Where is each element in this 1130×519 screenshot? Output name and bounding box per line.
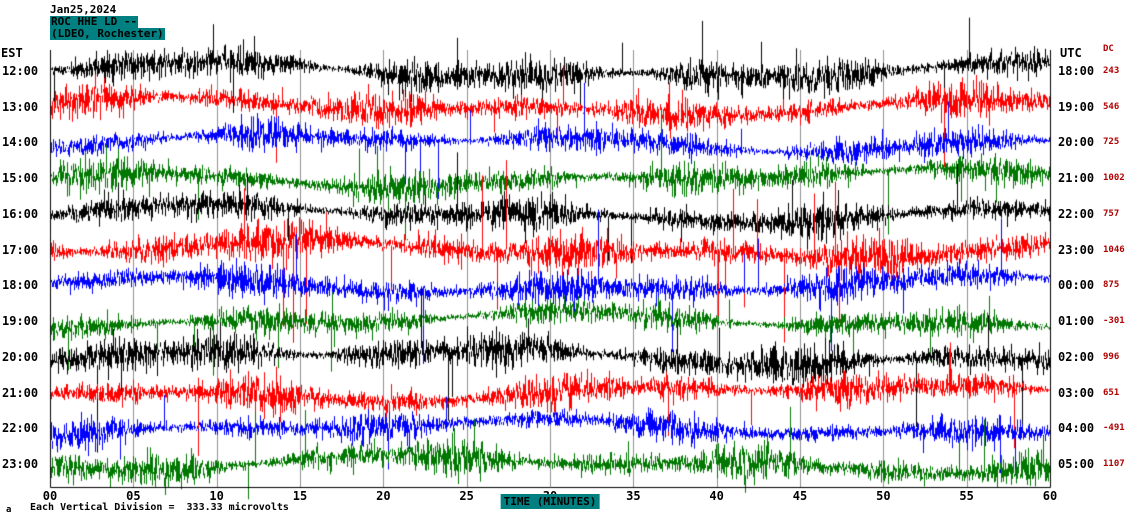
est-hour-label: 14:00 (2, 135, 39, 150)
x-tick-label: 15 (292, 489, 308, 503)
dc-offset-value: 651 (1103, 387, 1120, 398)
est-hour-label: 18:00 (2, 278, 39, 293)
dc-offset-value: 996 (1103, 351, 1120, 362)
est-hour-label: 19:00 (2, 314, 39, 329)
utc-hour-label: 05:00 (1058, 457, 1095, 471)
dc-axis-label: DC (1103, 44, 1114, 54)
x-tick-label: 60 (1042, 489, 1058, 503)
utc-hour-label: 19:00 (1058, 99, 1095, 114)
dc-offset-value: 1046 (1103, 244, 1125, 255)
utc-hour-label: 22:00 (1058, 206, 1095, 221)
scale-note: Each Vertical Division = 333.33 microvol… (30, 502, 289, 513)
dc-offset-value: -491 (1103, 423, 1125, 434)
dc-offset-value: 546 (1103, 101, 1120, 112)
header-date: Jan25,2024 (50, 3, 117, 16)
utc-hour-label: 00:00 (1058, 278, 1095, 293)
x-tick-label: 50 (876, 489, 891, 503)
corner-mark: a (6, 505, 12, 515)
x-tick-label: 45 (792, 489, 808, 503)
dc-offset-value: 757 (1103, 208, 1120, 219)
header-station: ROC HHE LD -- (50, 15, 139, 28)
utc-hour-label: 18:00 (1058, 64, 1095, 78)
x-tick-label: 00 (42, 489, 58, 503)
dc-offset-value: 725 (1103, 137, 1120, 148)
utc-hour-label: 20:00 (1058, 135, 1095, 150)
x-tick-label: 20 (376, 489, 391, 503)
est-hour-label: 23:00 (2, 457, 39, 471)
dc-offset-value: 243 (1103, 66, 1120, 76)
utc-hour-label: 01:00 (1058, 314, 1095, 329)
header-location: (LDEO, Rochester) (50, 27, 165, 40)
dc-offset-value: 1002 (1103, 173, 1125, 184)
est-hour-label: 16:00 (2, 206, 39, 221)
x-tick-label: 05 (126, 489, 141, 503)
dc-offset-value: -301 (1103, 316, 1125, 327)
utc-hour-label: 04:00 (1058, 421, 1095, 436)
est-hour-label: 17:00 (2, 242, 39, 257)
x-tick-label: 35 (626, 489, 641, 503)
x-tick-label: 40 (709, 489, 724, 503)
utc-hour-label: 02:00 (1058, 349, 1095, 364)
x-axis-title: TIME (MINUTES) (500, 494, 600, 509)
est-hour-label: 22:00 (2, 421, 39, 436)
x-tick-label: 10 (209, 489, 224, 503)
x-tick-label: 55 (959, 489, 974, 503)
utc-axis-label: UTC (1060, 46, 1082, 60)
est-hour-label: 21:00 (2, 385, 39, 400)
est-axis-label: EST (1, 46, 23, 60)
dc-offset-value: 1107 (1103, 459, 1125, 469)
est-hour-label: 12:00 (2, 64, 39, 78)
utc-hour-label: 21:00 (1058, 171, 1095, 186)
utc-hour-label: 23:00 (1058, 242, 1095, 257)
est-hour-label: 20:00 (2, 349, 39, 364)
dc-offset-value: 875 (1103, 280, 1120, 291)
utc-hour-label: 03:00 (1058, 385, 1095, 400)
x-tick-label: 25 (459, 489, 474, 503)
est-hour-label: 15:00 (2, 171, 39, 186)
est-hour-label: 13:00 (2, 99, 39, 114)
